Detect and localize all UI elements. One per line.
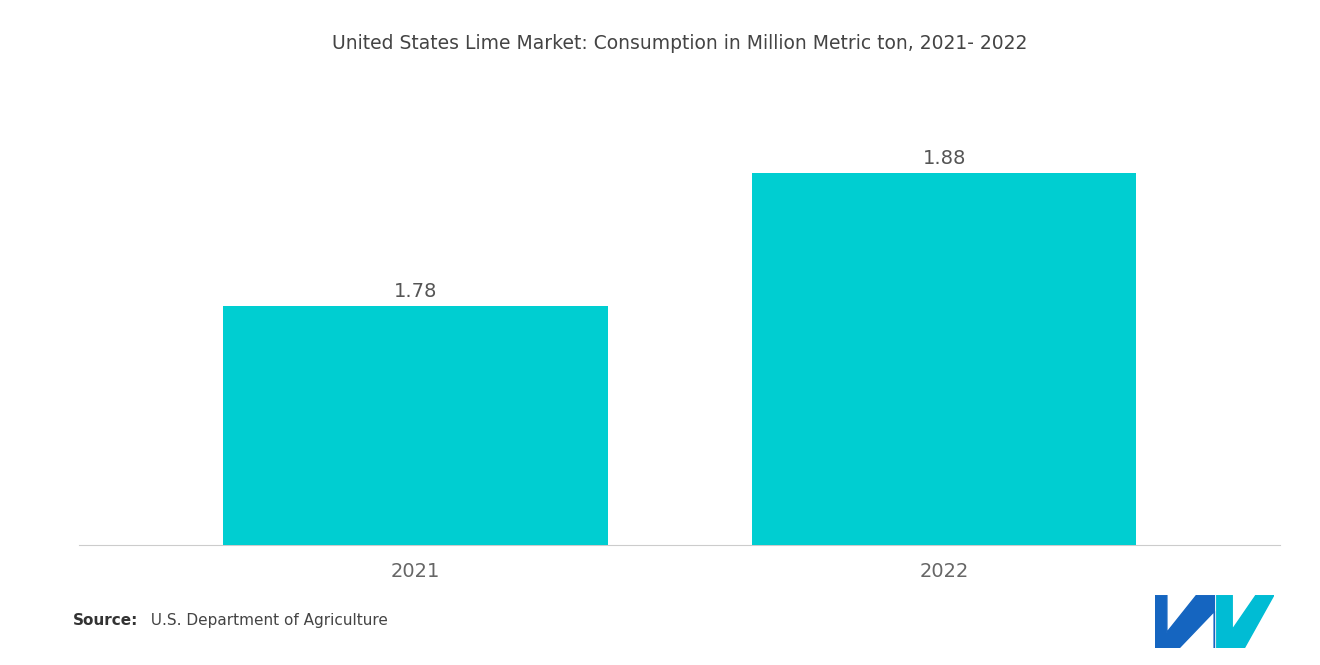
Bar bbox=[223, 306, 607, 545]
Polygon shape bbox=[1155, 595, 1214, 648]
Title: United States Lime Market: Consumption in Million Metric ton, 2021- 2022: United States Lime Market: Consumption i… bbox=[333, 34, 1027, 53]
Bar bbox=[752, 173, 1137, 545]
Text: U.S. Department of Agriculture: U.S. Department of Agriculture bbox=[141, 613, 388, 628]
Text: 1.78: 1.78 bbox=[393, 281, 437, 301]
Polygon shape bbox=[1217, 595, 1274, 648]
Text: Source:: Source: bbox=[73, 613, 139, 628]
Text: 1.88: 1.88 bbox=[923, 148, 966, 168]
